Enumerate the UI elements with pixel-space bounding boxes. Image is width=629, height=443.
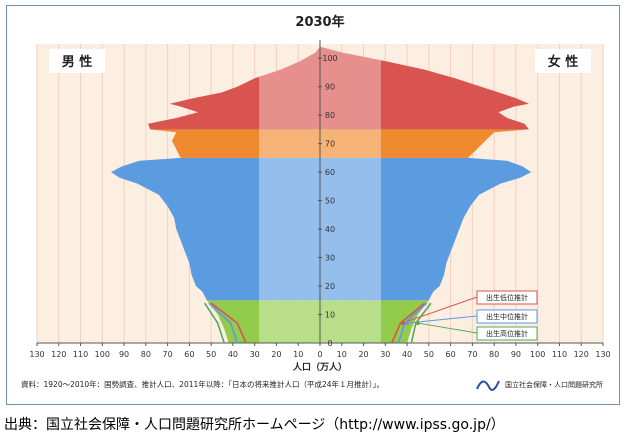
legend-box xyxy=(476,326,538,341)
chart-frame: 2030年 0 10 20 30 40 50 60 70 80 90 100 130 120 110 100 9… xyxy=(6,5,620,405)
y-tick-label: 20 xyxy=(325,282,335,291)
y-tick-label: 30 xyxy=(325,254,335,263)
legend-marker xyxy=(404,321,409,326)
legend-label: 出生低位推計 xyxy=(486,293,528,302)
y-tick-label: 90 xyxy=(325,83,335,92)
x-tick-label: 60 xyxy=(184,350,194,359)
x-tick-label: 60 xyxy=(446,350,456,359)
x-tick-label: 90 xyxy=(119,350,129,359)
male-scenario-line xyxy=(203,302,225,344)
x-tick-label: 130 xyxy=(29,350,44,359)
x-tick-label: 30 xyxy=(250,350,260,359)
x-tick-label: 120 xyxy=(574,350,589,359)
x-tick-label: 20 xyxy=(358,350,368,359)
y-tick-label: 100 xyxy=(322,54,337,63)
legend-leader xyxy=(417,322,478,334)
legend-marker xyxy=(400,321,405,326)
female-label-box xyxy=(535,49,591,73)
female-scenario-line xyxy=(391,302,426,344)
x-tick-label: 70 xyxy=(163,350,173,359)
x-tick-label: 80 xyxy=(141,350,151,359)
male-center-fade xyxy=(259,46,320,343)
x-tick-label: 100 xyxy=(530,350,545,359)
y-tick-label: 60 xyxy=(325,168,335,177)
x-tick-label: 40 xyxy=(228,350,238,359)
male-label: 男 性 xyxy=(62,54,93,70)
x-tick-label: 110 xyxy=(73,350,88,359)
male-scenario-line xyxy=(208,302,239,344)
legend-leader xyxy=(402,296,478,324)
female-center-fade xyxy=(320,46,381,343)
y-tick-label: 70 xyxy=(325,140,335,149)
x-tick-label: 50 xyxy=(206,350,216,359)
x-tick-label: 50 xyxy=(424,350,434,359)
chart-note: 資料：1920〜2010年：国勢調査、推計人口、2011年以降：「日本の将来推計… xyxy=(21,379,384,389)
y-tick-label: 40 xyxy=(325,225,335,234)
x-tick-label: 40 xyxy=(402,350,412,359)
x-tick-label: 80 xyxy=(489,350,499,359)
x-tick-label: 100 xyxy=(95,350,110,359)
y-tick-label: 0 xyxy=(327,339,332,348)
x-tick-label: 10 xyxy=(293,350,303,359)
x-tick-label: 90 xyxy=(511,350,521,359)
legend-marker xyxy=(415,321,420,326)
male-scenario-line xyxy=(210,302,247,344)
x-tick-label: 20 xyxy=(271,350,281,359)
x-tick-label: 0 xyxy=(317,350,322,359)
y-tick-label: 50 xyxy=(325,197,335,206)
chart-title: 2030年 xyxy=(295,14,344,30)
logo-mark xyxy=(476,380,500,391)
y-tick-label: 10 xyxy=(325,311,335,320)
x-tick-label: 120 xyxy=(51,350,66,359)
x-tick-label: 70 xyxy=(467,350,477,359)
x-tick-label: 30 xyxy=(380,350,390,359)
female-scenario-line xyxy=(397,302,428,344)
logo-text: 国立社会保障・人口問題研究所 xyxy=(505,380,603,389)
x-tick-label: 130 xyxy=(595,350,610,359)
x-axis-label: 人口（万人） xyxy=(292,361,347,373)
male-label-box xyxy=(49,49,105,73)
ipss-logo xyxy=(476,380,500,391)
x-tick-label: 10 xyxy=(337,350,347,359)
legend-label: 出生中位推計 xyxy=(486,312,528,321)
source-citation: 出典：国立社会保障・人口問題研究所ホームページ（http://www.ipss.… xyxy=(4,417,505,433)
y-tick-label: 80 xyxy=(325,111,335,120)
female-label: 女 性 xyxy=(548,54,579,70)
legend-label: 出生高位推計 xyxy=(486,329,528,338)
x-tick-label: 110 xyxy=(552,350,567,359)
